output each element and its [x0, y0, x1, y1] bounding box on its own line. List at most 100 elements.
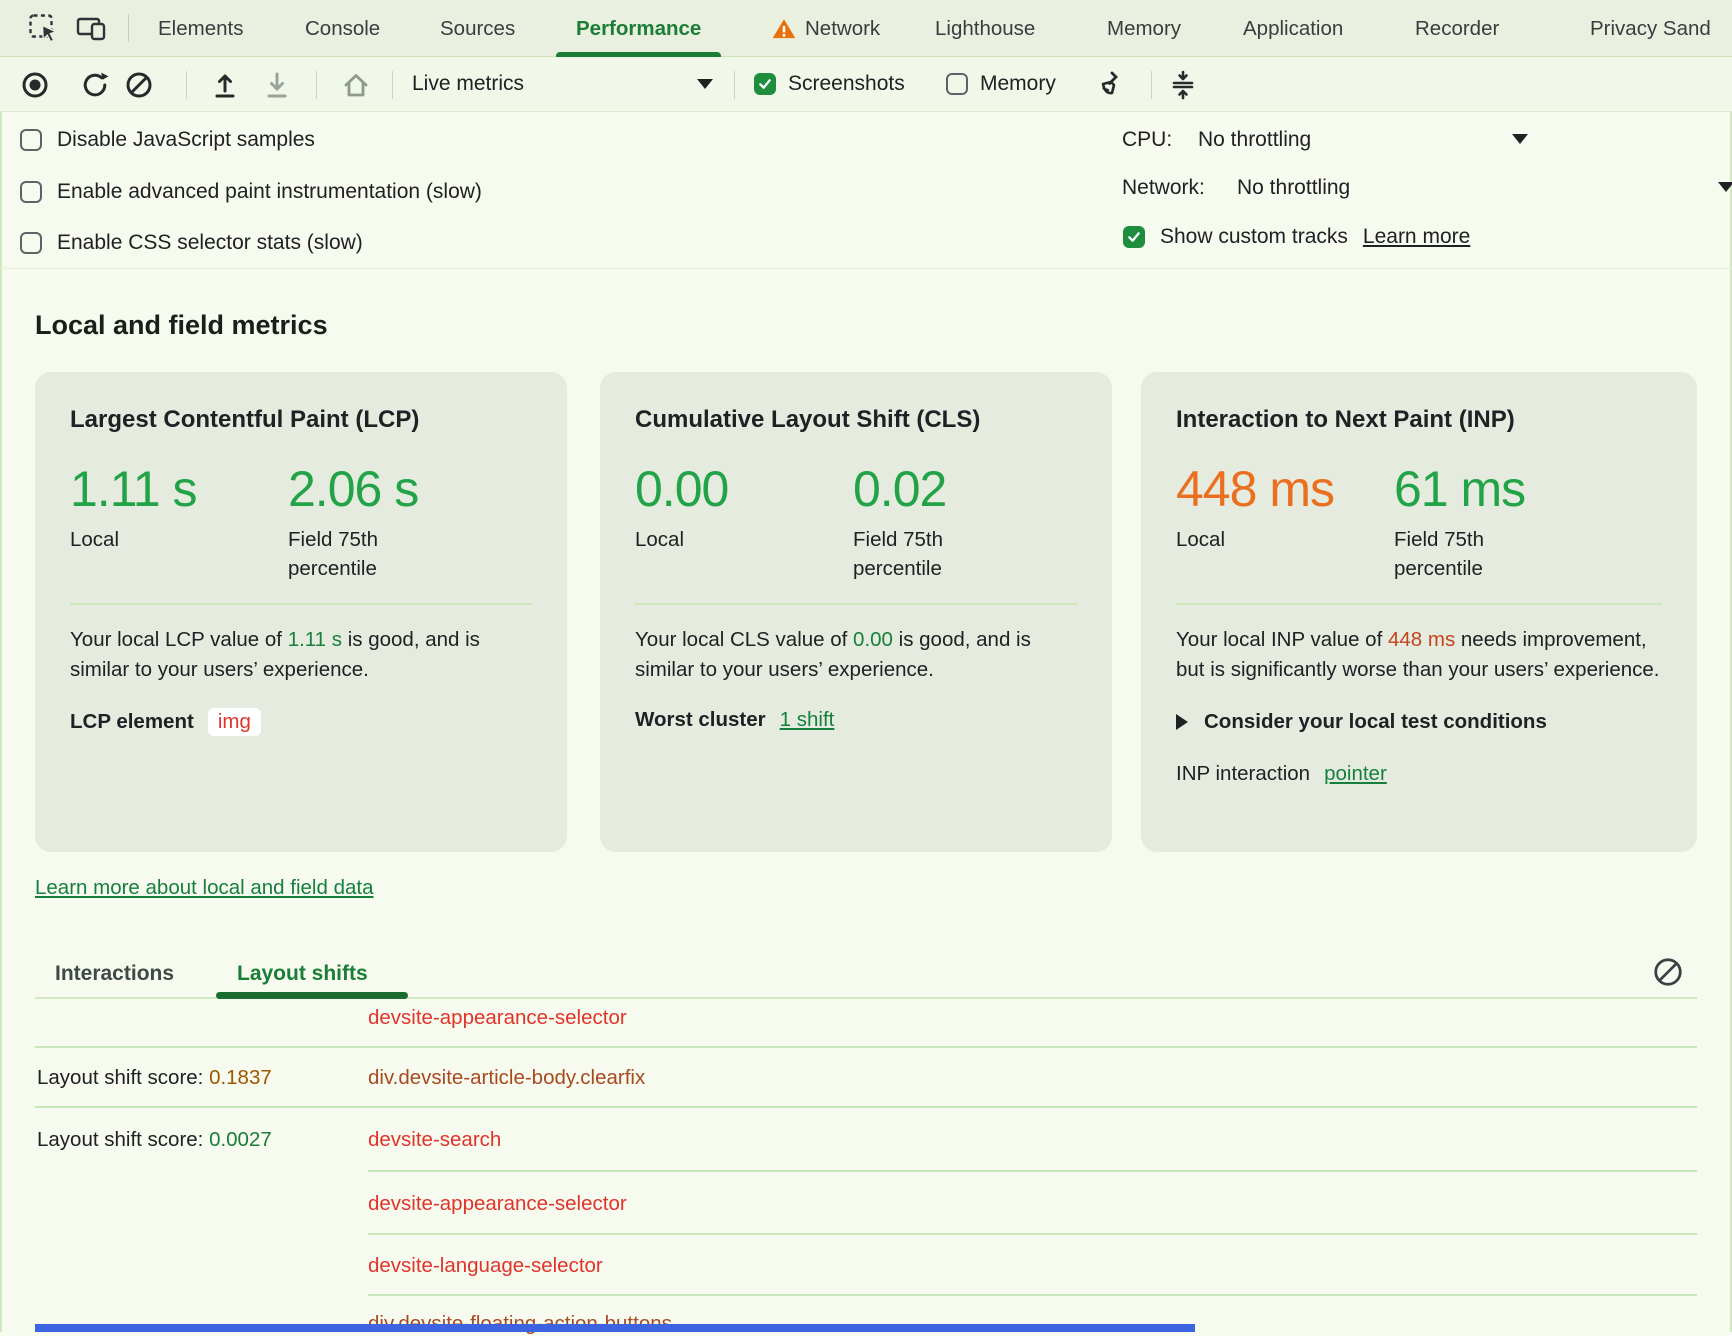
row-divider [368, 1233, 1697, 1235]
toolbar-divider [316, 71, 317, 99]
row-divider [368, 1170, 1697, 1172]
tab-layout-shifts[interactable]: Layout shifts [237, 962, 368, 985]
local-test-conditions-disclosure[interactable]: Consider your local test conditions [1176, 710, 1662, 734]
cpu-throttle-label: CPU: [1122, 128, 1173, 151]
clear-log-button[interactable] [1652, 956, 1684, 988]
inp-interaction-label: INP interaction [1176, 762, 1311, 786]
card-divider [70, 603, 532, 606]
css-selector-stats-checkbox[interactable] [20, 232, 42, 254]
inspect-element-button[interactable] [26, 11, 60, 45]
layout-shift-element-link[interactable]: devsite-language-selector [368, 1254, 603, 1277]
desc-text: Your local LCP value of [70, 628, 288, 652]
save-profile-button[interactable] [262, 70, 292, 100]
live-metrics-home-button[interactable] [341, 70, 371, 100]
tab-privacy-sandbox[interactable]: Privacy Sand [1590, 0, 1711, 57]
clear-button[interactable] [124, 70, 154, 100]
disclosure-triangle-icon [1176, 714, 1188, 731]
inp-card: Interaction to Next Paint (INP) 448 ms L… [1141, 372, 1697, 852]
desc-text: Your local INP value of [1176, 628, 1388, 652]
lcp-description: Your local LCP value of 1.11 s is good, … [70, 625, 532, 684]
desc-value: 448 ms [1387, 628, 1456, 652]
desc-text: is good, and is similar to your users’ e… [635, 628, 1031, 681]
record-button[interactable] [20, 70, 50, 100]
tab-lighthouse[interactable]: Lighthouse [935, 0, 1035, 57]
worst-cluster-link[interactable]: 1 shift [779, 708, 835, 732]
local-field-learn-more-link[interactable]: Learn more about local and field data [35, 876, 374, 899]
score-prefix: Layout shift score: [37, 1128, 210, 1151]
tab-application[interactable]: Application [1243, 0, 1343, 57]
layout-shift-score: Layout shift score: 0.0027 [37, 1128, 272, 1152]
tab-performance[interactable]: Performance [555, 0, 722, 57]
memory-checkbox[interactable] [946, 73, 968, 95]
chevron-down-icon [697, 79, 713, 89]
history-dropdown[interactable]: Live metrics [412, 57, 713, 112]
desc-text: needs improvement, but is significantly … [1176, 628, 1660, 681]
score-prefix: Layout shift score: [37, 1066, 210, 1089]
tab-sources[interactable]: Sources [440, 0, 515, 57]
tab-elements[interactable]: Elements [158, 0, 243, 57]
layout-shift-element-link[interactable]: div.devsite-article-body.clearfix [368, 1066, 646, 1089]
load-profile-button[interactable] [210, 70, 240, 100]
show-custom-tracks-checkbox[interactable] [1123, 226, 1145, 248]
tab-interactions[interactable]: Interactions [55, 962, 175, 985]
device-toolbar-button[interactable] [74, 11, 108, 45]
memory-toggle[interactable]: Memory [946, 72, 1056, 96]
advanced-paint-label: Enable advanced paint instrumentation (s… [57, 180, 482, 203]
layout-shift-element-link[interactable]: devsite-appearance-selector [368, 1192, 627, 1215]
score-value: 0.0027 [209, 1128, 272, 1151]
tab-label: Lighthouse [935, 16, 1036, 40]
bottom-selection-bar [35, 1324, 1195, 1332]
right-edge-divider [1730, 112, 1732, 1332]
chevron-down-icon[interactable] [1718, 182, 1732, 192]
css-selector-stats-label: Enable CSS selector stats (slow) [57, 231, 363, 254]
inp-field-label: Field 75th percentile [1394, 528, 1485, 580]
reload-icon [80, 70, 110, 100]
tab-label: Console [305, 16, 381, 40]
page-title: Local and field metrics [35, 310, 328, 340]
advanced-paint-row[interactable]: Enable advanced paint instrumentation (s… [20, 180, 482, 204]
desc-text: is good, and is similar to your users’ e… [70, 628, 480, 681]
chevron-down-icon[interactable] [1512, 134, 1528, 144]
disable-js-samples-label: Disable JavaScript samples [57, 128, 315, 151]
tabbar-divider [128, 14, 129, 42]
screenshots-label: Screenshots [788, 72, 905, 95]
inspect-cursor-icon [26, 11, 60, 45]
tab-label: Elements [158, 16, 244, 40]
memory-label: Memory [980, 72, 1056, 95]
advanced-paint-checkbox[interactable] [20, 181, 42, 203]
tab-console[interactable]: Console [305, 0, 380, 57]
record-and-reload-button[interactable] [80, 70, 110, 100]
network-throttle-value[interactable]: No throttling [1237, 176, 1351, 199]
tab-memory[interactable]: Memory [1107, 0, 1181, 57]
custom-tracks-learn-more-link[interactable]: Learn more [1362, 225, 1471, 248]
screenshots-toggle[interactable]: Screenshots [754, 72, 905, 96]
network-throttle-label: Network: [1122, 176, 1205, 199]
card-divider [635, 603, 1077, 606]
layout-shift-element-link[interactable]: devsite-search [368, 1128, 502, 1151]
lcp-element-chip[interactable]: img [207, 708, 261, 737]
disable-js-samples-checkbox[interactable] [20, 129, 42, 151]
tab-recorder[interactable]: Recorder [1415, 0, 1499, 57]
collapse-sections-button[interactable] [1168, 70, 1198, 100]
css-selector-stats-row[interactable]: Enable CSS selector stats (slow) [20, 231, 363, 255]
tab-network[interactable]: Network [771, 0, 880, 57]
inp-interaction-link[interactable]: pointer [1324, 762, 1387, 786]
layout-shift-element-link[interactable]: devsite-appearance-selector [368, 1006, 627, 1029]
lcp-field-value: 2.06 s [288, 461, 419, 517]
toolbar-divider [1151, 71, 1152, 99]
disable-js-samples-row[interactable]: Disable JavaScript samples [20, 128, 315, 152]
toolbar-divider [392, 71, 393, 99]
screenshots-checkbox[interactable] [754, 73, 776, 95]
cls-description: Your local CLS value of 0.00 is good, an… [635, 625, 1077, 684]
broom-icon [1095, 70, 1125, 100]
left-edge-divider [0, 112, 2, 1332]
warning-icon [771, 16, 797, 42]
cls-field-value: 0.02 [853, 461, 947, 517]
show-custom-tracks-row[interactable]: Show custom tracks Learn more [1123, 225, 1470, 249]
log-tab-underline [35, 997, 1697, 999]
toolbar-divider [186, 71, 187, 99]
desc-value: 1.11 s [287, 628, 343, 652]
collect-garbage-button[interactable] [1095, 70, 1125, 100]
record-icon [20, 70, 50, 100]
cpu-throttle-value[interactable]: No throttling [1198, 128, 1312, 151]
